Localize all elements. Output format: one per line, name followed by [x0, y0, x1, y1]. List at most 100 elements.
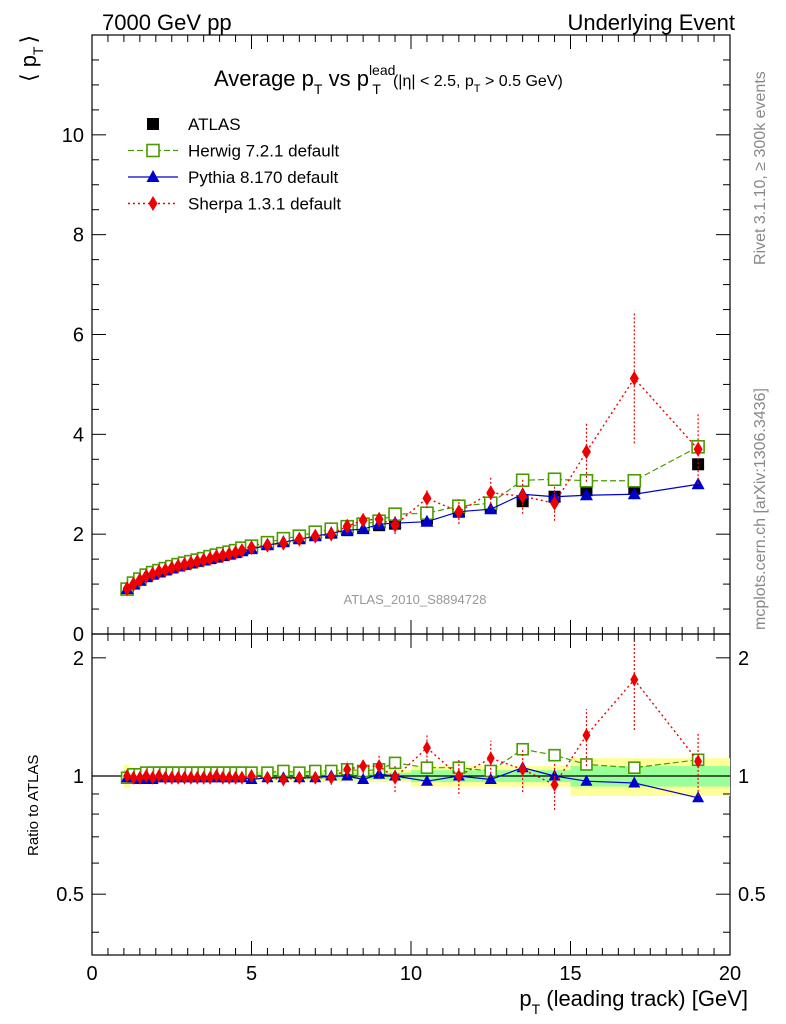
- ratio-sherpa-point: [174, 770, 183, 785]
- pythia-point: [627, 487, 641, 500]
- sherpa-point: [192, 554, 202, 570]
- ratio-pythia-point: [692, 791, 705, 803]
- sherpa-point: [180, 557, 190, 573]
- pythia-point: [420, 514, 434, 527]
- ratio-sherpa-point: [391, 770, 400, 785]
- ratio-sherpa-point: [295, 770, 304, 785]
- ratio-sherpa-point: [327, 770, 336, 785]
- legend-label-atlas: ATLAS: [188, 115, 241, 134]
- ratio-sherpa-point: [486, 751, 495, 766]
- xlabel-sub: T: [532, 1001, 541, 1017]
- main-y-tick-label: 6: [73, 325, 84, 347]
- ratio-sherpa-point: [359, 759, 368, 774]
- ratio-sherpa-point: [148, 770, 157, 785]
- ratio-sherpa-point: [630, 672, 639, 687]
- title-part-sub2: T: [372, 81, 381, 97]
- title-part-cond-sub: T: [474, 83, 481, 95]
- sherpa-point: [358, 512, 368, 528]
- legend-label-sherpa: Sherpa 1.3.1 default: [188, 195, 341, 214]
- ratio-sherpa-point: [193, 770, 202, 785]
- ratio-herwig-point: [388, 756, 402, 770]
- main-y-tick-label: 4: [73, 424, 84, 446]
- herwig-line: [126, 446, 699, 590]
- sherpa-point: [231, 545, 241, 561]
- xlabel-right: (leading track) [GeV]: [540, 986, 748, 1011]
- ratio-pythia-point: [548, 769, 561, 781]
- ratio-sherpa-point: [154, 769, 163, 784]
- sherpa-point: [374, 511, 384, 527]
- legend-marker-pythia: [146, 170, 160, 182]
- ratio-sherpa-point: [550, 777, 559, 792]
- title-part-sub1: T: [314, 81, 323, 97]
- ratio-sherpa-point: [142, 769, 151, 784]
- sherpa-point: [550, 495, 560, 511]
- sherpa-point: [141, 568, 151, 584]
- legend-label-herwig: Herwig 7.2.1 default: [188, 142, 339, 161]
- ratio-herwig-point: [420, 761, 434, 774]
- sherpa-point: [629, 370, 639, 386]
- title-part-vs: vs p: [322, 66, 368, 91]
- legend: ATLAS Herwig 7.2.1 default Pythia 8.170 de…: [128, 115, 341, 214]
- main-y-tick-label: 8: [73, 225, 84, 247]
- header-left: 7000 GeV pp: [102, 10, 232, 35]
- x-tick-label: 0: [86, 963, 97, 985]
- sherpa-point: [518, 488, 528, 504]
- atlas-point: [692, 458, 705, 471]
- ratio-sherpa-point: [161, 770, 170, 785]
- title-part-cond2: > 0.5 GeV): [481, 73, 563, 90]
- ylabel-sub: T: [30, 46, 46, 55]
- x-tick-label: 10: [400, 963, 422, 985]
- sherpa-point: [199, 552, 209, 568]
- main-y-axis-label: ⟨ pT ⟩: [16, 35, 46, 82]
- ratio-herwig-point: [548, 748, 561, 762]
- pythia-point: [356, 522, 370, 535]
- xlabel-left: p: [519, 986, 531, 1011]
- ratio-herwig-point: [627, 761, 641, 774]
- ratio-sherpa-point: [311, 770, 320, 785]
- sherpa-point: [205, 551, 215, 567]
- ratio-pythia-point: [580, 774, 593, 786]
- x-tick-label: 20: [719, 963, 741, 985]
- ratio-y-axis-label: Ratio to ATLAS: [25, 755, 42, 856]
- sherpa-point: [237, 543, 247, 559]
- ratio-y-tick-label-left: 2: [73, 648, 84, 670]
- sherpa-point: [247, 540, 256, 556]
- ratio-sherpa-point: [123, 769, 132, 784]
- sherpa-point: [390, 517, 400, 533]
- sherpa-point: [310, 528, 320, 544]
- legend-label-pythia: Pythia 8.170 default: [188, 168, 339, 187]
- ratio-sherpa-point: [231, 770, 240, 785]
- legend-marker-herwig: [146, 143, 160, 158]
- ratio-y-tick-label-left: 1: [73, 766, 84, 788]
- pythia-point: [484, 502, 498, 515]
- ratio-pythia-point: [484, 772, 497, 784]
- herwig-point: [627, 473, 642, 488]
- pythia-point: [579, 488, 593, 501]
- sherpa-point: [581, 444, 591, 460]
- ratio-sherpa-point: [422, 740, 431, 755]
- sherpa-point: [454, 504, 464, 520]
- sherpa-point: [154, 564, 164, 580]
- sherpa-point: [342, 518, 352, 534]
- ratio-sherpa-point: [237, 770, 246, 785]
- sherpa-point: [224, 546, 234, 562]
- sherpa-point: [326, 526, 336, 542]
- sherpa-point: [218, 548, 228, 564]
- sherpa-point: [693, 441, 703, 457]
- main-title: Average pT vs plead T (|η| < 2.5, pT > 0.5…: [214, 62, 563, 97]
- ratio-sherpa-point: [218, 770, 227, 785]
- ratio-sherpa-point: [582, 728, 591, 743]
- ratio-y-tick-label-right: 0.5: [738, 884, 766, 906]
- ratio-pythia-point: [357, 772, 370, 784]
- ratio-y-tick-label-left: 0.5: [56, 884, 84, 906]
- ratio-sherpa-point: [135, 770, 144, 785]
- analysis-watermark: ATLAS_2010_S8894728: [344, 592, 487, 607]
- ratio-pythia-point: [420, 774, 433, 786]
- sherpa-point: [173, 558, 183, 574]
- sherpa-point: [211, 549, 221, 565]
- svg-text:⟨ pT⟩: ⟨ pT ⟩: [16, 35, 46, 82]
- ratio-pythia-point: [628, 776, 641, 788]
- title-part-sup: lead: [369, 62, 395, 78]
- ratio-sherpa-point: [247, 769, 256, 784]
